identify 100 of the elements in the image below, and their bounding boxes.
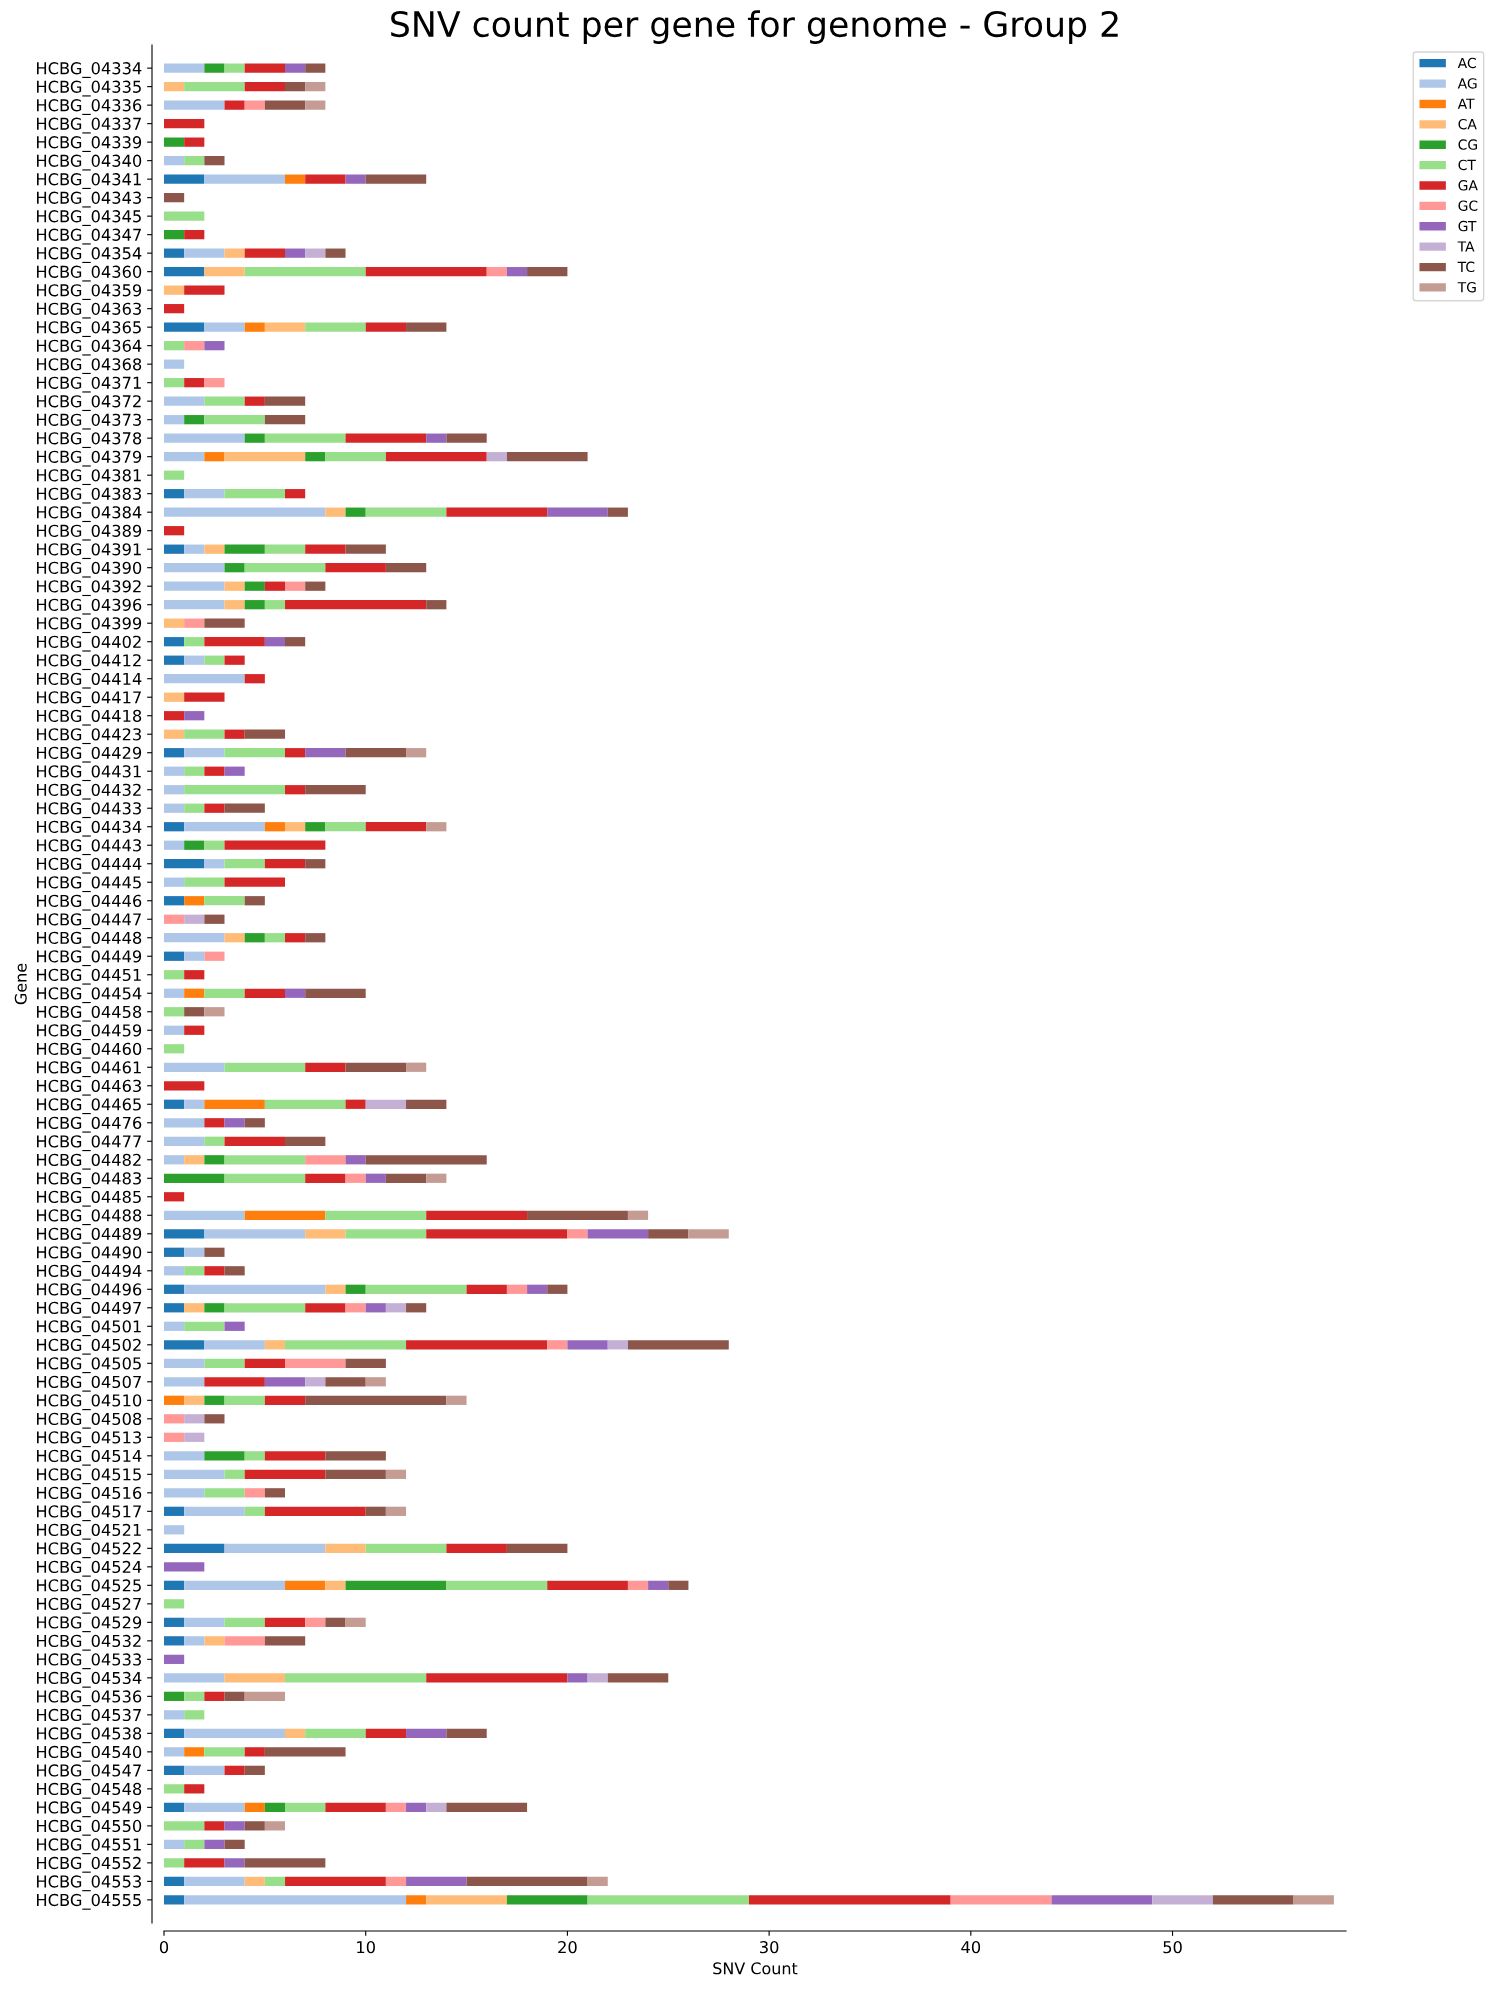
bar: [164, 1377, 205, 1387]
bar: [365, 1173, 386, 1183]
bar: [305, 1395, 447, 1405]
y-tick-label: HCBG_04432: [37, 783, 141, 800]
bar: [244, 1747, 265, 1757]
bar: [164, 1192, 185, 1202]
bar: [285, 1802, 326, 1812]
bar: [446, 1728, 487, 1738]
y-tick-label: HCBG_04418: [37, 709, 142, 726]
bar: [164, 1451, 205, 1461]
bar: [204, 1247, 225, 1257]
bar: [164, 840, 185, 850]
bar: [164, 1525, 185, 1535]
bar: [406, 1340, 548, 1350]
bar: [244, 1488, 265, 1498]
bar: [164, 859, 205, 869]
bar: [244, 1821, 265, 1831]
y-tick-label: HCBG_04347: [37, 228, 141, 245]
bar: [365, 267, 487, 277]
bar: [426, 1895, 507, 1905]
bar: [264, 433, 346, 443]
bar: [547, 1580, 628, 1590]
bar: [184, 1876, 245, 1886]
bar: [164, 1284, 185, 1294]
bar: [486, 452, 507, 462]
y-tick-label: HCBG_04433: [37, 802, 141, 819]
bar: [1152, 1895, 1213, 1905]
y-tick-label: HCBG_04489: [37, 1227, 142, 1244]
bar: [688, 1229, 729, 1239]
bar: [204, 840, 225, 850]
bar: [244, 600, 265, 610]
bar: [264, 396, 306, 406]
bar: [204, 174, 286, 184]
y-tick-label: HCBG_04548: [37, 1782, 142, 1799]
bar: [164, 933, 225, 943]
bar: [164, 1839, 185, 1849]
bar: [365, 1284, 467, 1294]
y-tick-label: HCBG_04451: [37, 968, 141, 985]
bar: [184, 1636, 205, 1646]
bar: [305, 785, 366, 795]
bar: [224, 840, 326, 850]
bar: [466, 1876, 588, 1886]
bar: [244, 1451, 265, 1461]
bar: [184, 748, 225, 758]
bar: [184, 692, 225, 702]
y-tick-label: HCBG_04537: [37, 1708, 141, 1725]
bar: [204, 1691, 225, 1701]
bar: [204, 341, 225, 351]
y-tick-label: HCBG_04336: [37, 99, 142, 115]
bar: [567, 1340, 608, 1350]
bar: [285, 637, 306, 647]
bar: [164, 322, 205, 332]
bar: [184, 1007, 205, 1017]
bar: [164, 433, 245, 443]
bar: [305, 1377, 326, 1387]
bar: [264, 1747, 346, 1757]
y-tick-label: HCBG_04379: [37, 450, 142, 467]
bar: [285, 600, 427, 610]
y-tick-label: HCBG_04555: [37, 1893, 141, 1910]
bar: [204, 267, 245, 277]
bar: [345, 507, 366, 517]
bar: [204, 1229, 306, 1239]
bar: [184, 970, 205, 980]
bar: [527, 267, 568, 277]
y-tick-label: HCBG_04378: [37, 432, 142, 449]
bar: [950, 1895, 1052, 1905]
y-tick-label: HCBG_04538: [37, 1727, 142, 1744]
y-tick-label: HCBG_04515: [37, 1468, 141, 1485]
bar: [1051, 1895, 1153, 1905]
bar: [204, 637, 265, 647]
bar: [164, 1821, 205, 1831]
bar: [164, 452, 205, 462]
bar: [325, 1377, 366, 1387]
bar: [365, 1506, 386, 1516]
bar: [224, 581, 245, 591]
bar: [184, 1247, 205, 1257]
bar: [224, 1469, 245, 1479]
bar: [184, 1802, 245, 1812]
bar: [285, 1728, 306, 1738]
bar: [164, 1876, 185, 1886]
bar: [345, 1284, 366, 1294]
bar: [385, 1173, 427, 1183]
bar: [224, 1765, 245, 1775]
bar: [305, 248, 326, 258]
bar: [567, 1673, 588, 1683]
bar: [607, 507, 628, 517]
bar: [204, 1118, 225, 1128]
bar: [244, 267, 366, 277]
bar: [204, 1155, 225, 1165]
y-tick-label: HCBG_04389: [37, 524, 142, 541]
bar: [264, 822, 286, 832]
bar: [264, 1488, 286, 1498]
y-tick-label: HCBG_04371: [37, 376, 141, 393]
bar: [547, 507, 608, 517]
bar: [365, 174, 427, 184]
y-tick-label: HCBG_04384: [37, 506, 142, 523]
bar: [345, 1099, 366, 1109]
bar: [164, 1007, 185, 1017]
bar: [244, 322, 265, 332]
y-tick-label: HCBG_04494: [37, 1264, 142, 1281]
